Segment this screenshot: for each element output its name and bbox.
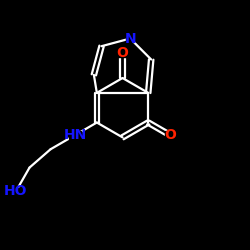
Text: N: N	[124, 32, 136, 46]
Bar	[126, 35, 134, 42]
Bar	[10, 188, 22, 195]
Text: O: O	[164, 128, 176, 142]
Text: O: O	[116, 46, 128, 60]
Bar	[118, 49, 127, 56]
Text: HN: HN	[63, 128, 86, 142]
Bar	[165, 132, 175, 139]
Text: HO: HO	[4, 184, 28, 198]
Bar	[69, 132, 81, 139]
